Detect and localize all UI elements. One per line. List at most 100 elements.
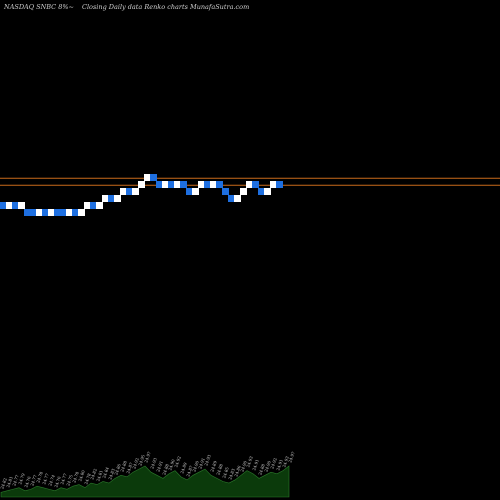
renko-brick bbox=[90, 202, 97, 209]
volume-label: 24.88 bbox=[215, 463, 224, 476]
volume-label: 24.88 bbox=[119, 460, 128, 473]
volume-label: 24.89 bbox=[179, 461, 188, 474]
renko-brick bbox=[180, 181, 187, 188]
renko-brick bbox=[114, 195, 121, 202]
volume-labels: 24.8224.8124.7724.7924.7624.7724.7824.77… bbox=[0, 450, 296, 489]
renko-brick bbox=[30, 209, 37, 216]
renko-brick bbox=[186, 188, 193, 195]
renko-brick bbox=[276, 181, 283, 188]
volume-label: 24.86 bbox=[233, 464, 242, 477]
renko-brick bbox=[108, 195, 115, 202]
renko-brick bbox=[24, 209, 31, 216]
volume-label: 24.88 bbox=[257, 463, 266, 476]
volume-label: 24.77 bbox=[41, 472, 50, 485]
renko-brick bbox=[36, 209, 43, 216]
renko-brick bbox=[192, 188, 199, 195]
renko-brick bbox=[144, 174, 151, 181]
renko-brick bbox=[78, 209, 85, 216]
chart-symbol: NASDAQ SNBC 8%~ bbox=[3, 3, 74, 11]
volume-label: 24.92 bbox=[173, 455, 182, 468]
renko-brick bbox=[162, 181, 169, 188]
renko-brick bbox=[126, 188, 133, 195]
volume-label: 24.87 bbox=[185, 464, 194, 477]
renko-brick bbox=[84, 202, 91, 209]
volume-label: 24.79 bbox=[17, 472, 26, 485]
renko-brick bbox=[42, 209, 49, 216]
volume-label: 24.91 bbox=[275, 459, 284, 471]
volume-label: 24.88 bbox=[161, 463, 170, 476]
renko-brick bbox=[270, 181, 277, 188]
volume-label: 24.83 bbox=[107, 467, 116, 480]
volume-label: 24.93 bbox=[245, 455, 254, 468]
renko-brick bbox=[18, 202, 25, 209]
renko-brick bbox=[102, 195, 109, 202]
volume-label: 24.80 bbox=[77, 469, 86, 482]
renko-brick bbox=[264, 188, 271, 195]
volume-label: 24.75 bbox=[65, 474, 74, 487]
renko-brick bbox=[132, 188, 139, 195]
volume-label: 24.90 bbox=[191, 460, 200, 473]
volume-label: 24.77 bbox=[11, 474, 20, 487]
volume-label: 24.93 bbox=[281, 455, 290, 468]
volume-label: 24.85 bbox=[221, 466, 230, 479]
volume-label: 24.90 bbox=[239, 460, 248, 473]
volume-label: 24.91 bbox=[251, 459, 260, 471]
volume-label: 24.95 bbox=[137, 454, 146, 467]
chart-caption: Closing Daily data Renko charts MunafaSu… bbox=[82, 3, 249, 11]
renko-brick bbox=[156, 181, 163, 188]
volume-label: 24.77 bbox=[29, 474, 38, 487]
volume-label: 24.90 bbox=[167, 458, 176, 471]
volume-label: 24.86 bbox=[113, 463, 122, 476]
renko-brick bbox=[246, 181, 253, 188]
volume-label: 24.83 bbox=[227, 467, 236, 480]
volume-label: 24.92 bbox=[269, 457, 278, 470]
volume-panel bbox=[0, 465, 290, 498]
renko-brick bbox=[216, 181, 223, 188]
renko-brick bbox=[150, 174, 157, 181]
renko-brick bbox=[168, 181, 175, 188]
renko-brick bbox=[138, 181, 145, 188]
volume-label: 24.78 bbox=[71, 471, 80, 484]
volume-label: 24.92 bbox=[131, 457, 140, 470]
renko-brick bbox=[6, 202, 13, 209]
volume-label: 24.97 bbox=[287, 450, 296, 463]
renko-brick bbox=[60, 209, 67, 216]
volume-area bbox=[0, 465, 290, 498]
renko-brick bbox=[96, 202, 103, 209]
volume-label: 24.76 bbox=[23, 475, 32, 488]
volume-label: 24.91 bbox=[197, 457, 206, 469]
renko-brick bbox=[72, 209, 79, 216]
renko-brick bbox=[174, 181, 181, 188]
volume-label: 24.82 bbox=[89, 467, 98, 480]
volume-label: 24.89 bbox=[209, 460, 218, 473]
renko-brick bbox=[54, 209, 61, 216]
renko-brick bbox=[252, 181, 259, 188]
renko-brick bbox=[258, 188, 265, 195]
volume-label: 24.78 bbox=[35, 471, 44, 484]
volume-label: 24.82 bbox=[0, 477, 8, 490]
volume-label: 24.81 bbox=[5, 476, 14, 488]
volume-label: 24.91 bbox=[155, 460, 164, 472]
renko-bricks bbox=[0, 174, 283, 216]
volume-label: 24.74 bbox=[47, 474, 56, 487]
renko-brick bbox=[66, 209, 73, 216]
renko-brick bbox=[234, 195, 241, 202]
volume-label: 24.93 bbox=[203, 454, 212, 467]
renko-brick bbox=[204, 181, 211, 188]
renko-brick bbox=[120, 188, 127, 195]
volume-label: 24.84 bbox=[101, 466, 110, 479]
volume-label: 24.93 bbox=[149, 457, 158, 470]
volume-label: 24.90 bbox=[263, 460, 272, 473]
volume-label: 24.77 bbox=[59, 472, 68, 485]
renko-brick bbox=[48, 209, 55, 216]
renko-brick bbox=[240, 188, 247, 195]
volume-label: 24.76 bbox=[53, 475, 62, 488]
volume-label: 24.97 bbox=[143, 450, 152, 463]
volume-label: 24.87 bbox=[125, 461, 134, 474]
renko-brick bbox=[228, 195, 235, 202]
volume-label: 24.78 bbox=[83, 472, 92, 485]
volume-label: 24.81 bbox=[95, 469, 104, 481]
renko-brick bbox=[198, 181, 205, 188]
